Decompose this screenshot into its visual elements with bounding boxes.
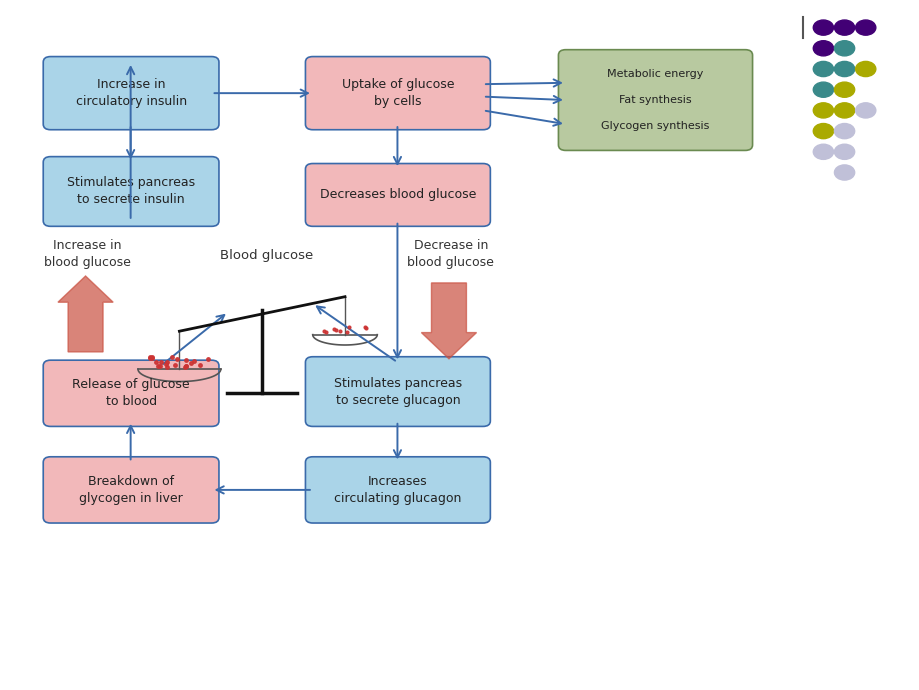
Text: Decreases blood glucose: Decreases blood glucose xyxy=(320,188,475,201)
Circle shape xyxy=(812,41,833,56)
Circle shape xyxy=(812,144,833,159)
FancyArrow shape xyxy=(421,283,476,359)
Circle shape xyxy=(834,20,854,35)
Text: Decrease in
blood glucose: Decrease in blood glucose xyxy=(407,239,494,269)
FancyBboxPatch shape xyxy=(305,357,490,426)
Circle shape xyxy=(834,61,854,77)
Circle shape xyxy=(834,165,854,180)
FancyArrow shape xyxy=(58,276,113,352)
Text: Increase in
blood glucose: Increase in blood glucose xyxy=(44,239,130,269)
Circle shape xyxy=(834,82,854,97)
Circle shape xyxy=(812,61,833,77)
Circle shape xyxy=(855,61,875,77)
Circle shape xyxy=(812,124,833,139)
Circle shape xyxy=(834,124,854,139)
FancyBboxPatch shape xyxy=(558,50,752,150)
Circle shape xyxy=(855,103,875,118)
Circle shape xyxy=(855,20,875,35)
Circle shape xyxy=(812,20,833,35)
FancyBboxPatch shape xyxy=(43,157,219,226)
Text: Increase in
circulatory insulin: Increase in circulatory insulin xyxy=(75,78,187,108)
Text: Uptake of glucose
by cells: Uptake of glucose by cells xyxy=(341,78,454,108)
Circle shape xyxy=(812,82,833,97)
Text: Breakdown of
glycogen in liver: Breakdown of glycogen in liver xyxy=(79,475,183,505)
FancyBboxPatch shape xyxy=(305,457,490,523)
Circle shape xyxy=(834,103,854,118)
FancyBboxPatch shape xyxy=(43,457,219,523)
FancyBboxPatch shape xyxy=(305,164,490,226)
FancyBboxPatch shape xyxy=(43,360,219,426)
Text: Increases
circulating glucagon: Increases circulating glucagon xyxy=(334,475,461,505)
Text: Stimulates pancreas
to secrete glucagon: Stimulates pancreas to secrete glucagon xyxy=(334,377,461,406)
Text: Blood glucose: Blood glucose xyxy=(220,249,313,262)
FancyBboxPatch shape xyxy=(305,57,490,130)
FancyBboxPatch shape xyxy=(43,57,219,130)
Circle shape xyxy=(834,41,854,56)
Text: Release of glucose
to blood: Release of glucose to blood xyxy=(73,378,189,408)
Text: Metabolic energy

Fat synthesis

Glycogen synthesis: Metabolic energy Fat synthesis Glycogen … xyxy=(601,68,709,132)
Text: Stimulates pancreas
to secrete insulin: Stimulates pancreas to secrete insulin xyxy=(67,177,195,206)
Circle shape xyxy=(812,103,833,118)
Circle shape xyxy=(834,144,854,159)
